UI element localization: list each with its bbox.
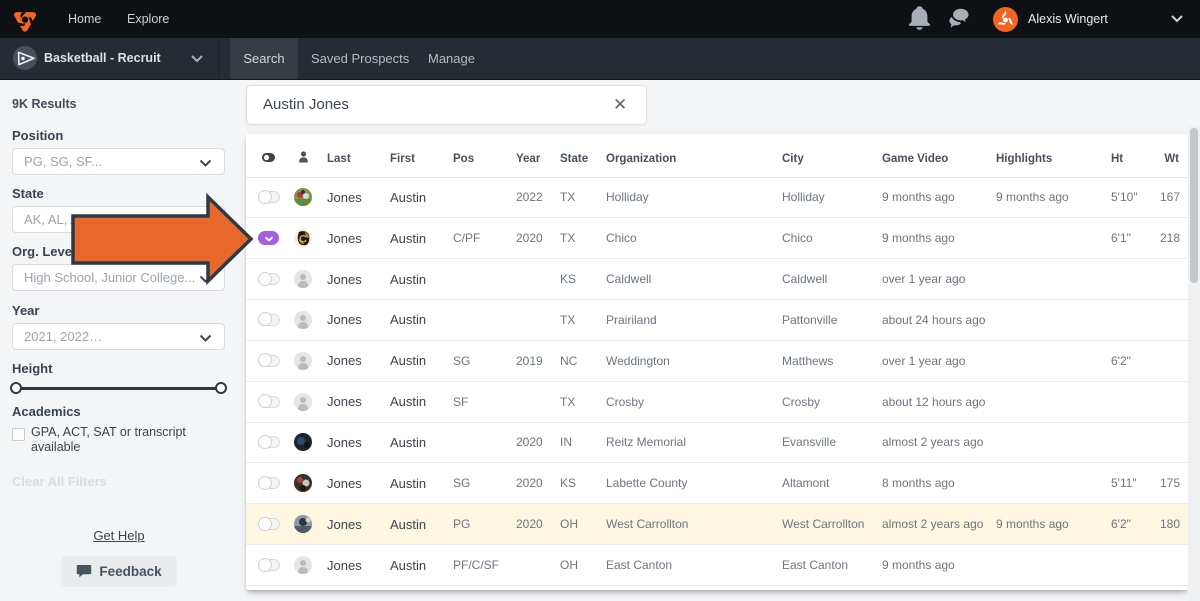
svg-text:C: C <box>299 234 307 246</box>
